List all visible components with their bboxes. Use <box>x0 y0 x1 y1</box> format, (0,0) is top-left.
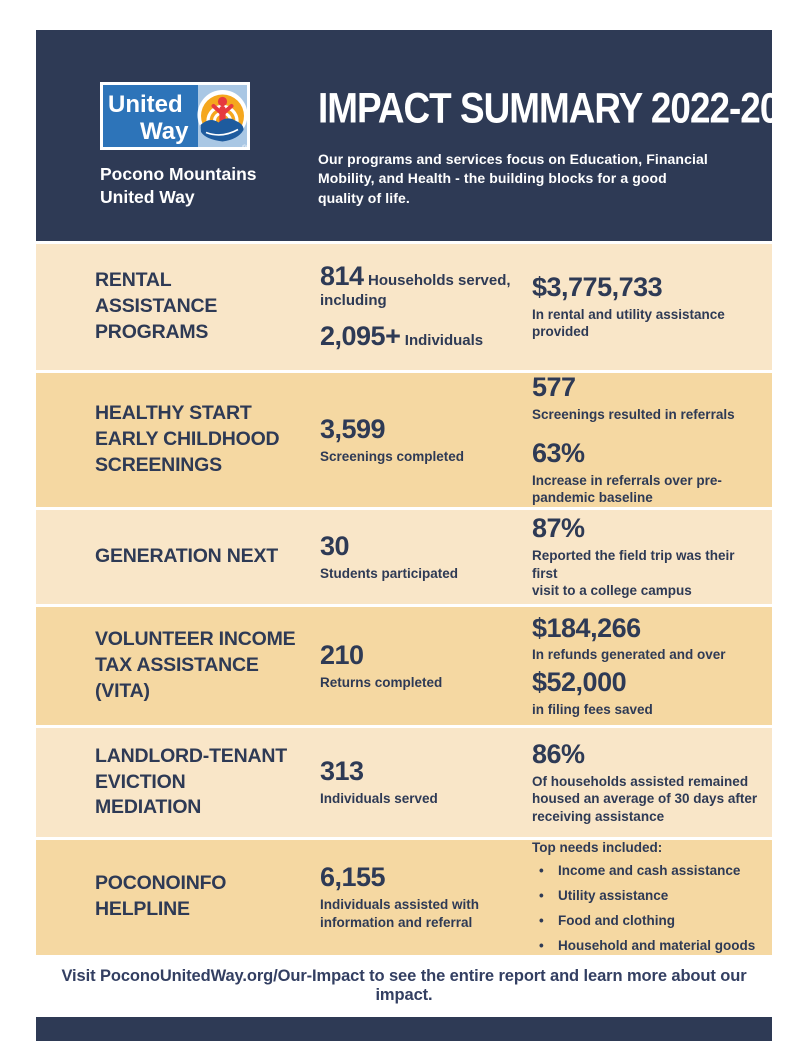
stat-block: 63% Increase in referrals over pre- pand… <box>532 439 758 507</box>
stat-value: 86% <box>532 738 585 769</box>
stat-col-middle: 3,599 Screenings completed <box>320 413 532 465</box>
stat-label: Households served, <box>368 272 511 290</box>
header-text-block: IMPACT SUMMARY 2022-2023 Our programs an… <box>318 82 808 241</box>
stat-line: 814 Households served, <box>320 261 532 292</box>
program-name: LANDLORD-TENANT EVICTION MEDIATION <box>95 744 287 819</box>
org-name: Pocono Mountains United Way <box>100 164 257 208</box>
bullet-icon: • <box>539 912 544 928</box>
bullet-icon: • <box>539 887 544 903</box>
stat-value: $184,266 <box>532 612 641 643</box>
stat-label: Individuals assisted with information an… <box>320 897 480 930</box>
needs-list-intro: Top needs included: <box>532 840 663 856</box>
brand-lockup: United Way ® <box>100 82 318 241</box>
stat-label-continued: including <box>320 292 387 309</box>
stat-label: In refunds generated and over <box>532 647 726 663</box>
stat-col-middle: 30 Students participated <box>320 530 532 582</box>
stat-col-middle: 210 Returns completed <box>320 639 532 691</box>
stat-block: 577 Screenings resulted in referrals <box>532 372 758 423</box>
stat-row-rental-assistance: RENTAL ASSISTANCE PROGRAMS 814 Household… <box>36 244 772 370</box>
united-way-logo: United Way ® <box>100 82 250 152</box>
stat-value: 814 <box>320 261 364 292</box>
list-item-label: Food and clothing <box>558 912 675 928</box>
stat-col-middle: 313 Individuals served <box>320 757 532 807</box>
stat-label: Individuals served <box>320 791 438 807</box>
stat-value: $3,775,733 <box>532 272 663 303</box>
footer-accent-bar <box>36 1016 772 1041</box>
page-subtitle: Our programs and services focus on Educa… <box>318 150 708 207</box>
stat-label: in filing fees saved <box>532 701 653 717</box>
stat-block: 87% Reported the field trip was their fi… <box>532 514 758 599</box>
registered-mark: ® <box>242 144 248 152</box>
list-item: • Utility assistance <box>532 888 758 905</box>
stat-col-right: 86% Of households assisted remained hous… <box>532 738 772 825</box>
stat-col-right: 577 Screenings resulted in referrals 63%… <box>532 372 772 507</box>
stat-value: 313 <box>320 756 364 787</box>
stat-label: Increase in referrals over pre- pandemic… <box>532 472 722 506</box>
list-item: • Food and clothing <box>532 913 758 930</box>
stat-block: $52,000 in filing fees saved <box>532 667 758 718</box>
program-name: VOLUNTEER INCOME TAX ASSISTANCE (VITA) <box>95 628 296 702</box>
stat-label: In rental and utility assistance provide… <box>532 306 725 340</box>
bullet-icon: • <box>539 937 544 953</box>
stat-col-right: $184,266 In refunds generated and over $… <box>532 612 772 718</box>
list-item-label: Household and material goods <box>558 937 756 953</box>
stat-value: 63% <box>532 438 585 469</box>
stat-row-healthy-start: HEALTHY START EARLY CHILDHOOD SCREENINGS… <box>36 372 772 508</box>
stat-row-generation-next: GENERATION NEXT 30 Students participated… <box>36 510 772 605</box>
stat-label: Returns completed <box>320 674 443 690</box>
stat-col-middle: 6,155 Individuals assisted with informat… <box>320 863 532 931</box>
stat-row-poconoinfo-helpline: POCONOINFO HELPLINE 6,155 Individuals as… <box>36 840 772 955</box>
stat-value: $52,000 <box>532 667 627 698</box>
stat-col-right: $3,775,733 In rental and utility assista… <box>532 272 772 341</box>
header-banner: United Way ® <box>36 30 808 241</box>
stat-row-vita: VOLUNTEER INCOME TAX ASSISTANCE (VITA) 2… <box>36 607 772 726</box>
stat-value: 87% <box>532 513 585 544</box>
united-way-mark-icon <box>197 90 248 142</box>
program-name: POCONOINFO HELPLINE <box>95 872 227 921</box>
list-item-label: Income and cash assistance <box>558 863 741 879</box>
list-item: • Income and cash assistance <box>532 863 758 880</box>
stat-value: 210 <box>320 639 364 670</box>
stat-value: 3,599 <box>320 413 386 444</box>
list-item: • Household and material goods <box>532 938 758 955</box>
logo-word-way: Way <box>140 118 189 145</box>
footer-call-to-action: Visit PoconoUnitedWay.org/Our-Impact to … <box>61 966 747 1004</box>
list-item-label: Utility assistance <box>558 887 669 903</box>
stat-col-right: 87% Reported the field trip was their fi… <box>532 514 772 599</box>
stat-label: Individuals <box>404 332 484 349</box>
page-title: IMPACT SUMMARY 2022-2023 <box>318 85 808 133</box>
logo-word-united: United <box>108 91 183 118</box>
stat-value: 30 <box>320 530 350 561</box>
stat-value: 2,095+ <box>320 321 401 351</box>
stat-col-middle: 814 Households served, including 2,095+ … <box>320 261 532 352</box>
stat-label: Screenings completed <box>320 448 465 464</box>
logo-blue-panel <box>103 85 198 147</box>
stat-label: Screenings resulted in referrals <box>532 406 735 422</box>
program-name: RENTAL ASSISTANCE PROGRAMS <box>95 269 218 343</box>
stat-line: 2,095+ Individuals <box>320 321 532 352</box>
stat-value: 6,155 <box>320 862 386 893</box>
program-name: GENERATION NEXT <box>95 545 278 568</box>
program-name: HEALTHY START EARLY CHILDHOOD SCREENINGS <box>95 402 280 476</box>
stat-label: Reported the field trip was their first … <box>532 548 735 599</box>
stat-block: $184,266 In refunds generated and over <box>532 612 758 664</box>
stat-label: Of households assisted remained housed a… <box>532 773 758 824</box>
stat-value: 577 <box>532 372 576 402</box>
stat-block: 86% Of households assisted remained hous… <box>532 738 758 825</box>
stat-label: Students participated <box>320 565 459 581</box>
stat-row-eviction-mediation: LANDLORD-TENANT EVICTION MEDIATION 313 I… <box>36 728 772 838</box>
stat-col-right: Top needs included: • Income and cash as… <box>532 840 772 955</box>
bullet-icon: • <box>539 863 544 879</box>
stat-block: $3,775,733 In rental and utility assista… <box>532 272 758 341</box>
